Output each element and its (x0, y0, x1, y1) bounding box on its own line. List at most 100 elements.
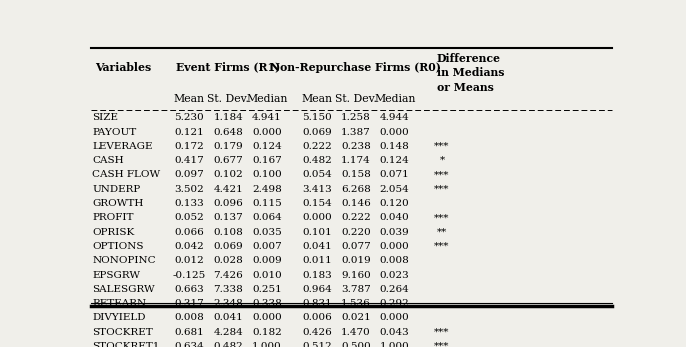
Text: Median: Median (374, 94, 415, 104)
Text: 4.284: 4.284 (213, 328, 243, 337)
Text: 0.077: 0.077 (341, 242, 370, 251)
Text: 0.183: 0.183 (302, 271, 332, 280)
Text: Mean: Mean (174, 94, 205, 104)
Text: UNDERP: UNDERP (92, 185, 141, 194)
Text: ***: *** (434, 328, 449, 337)
Text: Variables: Variables (95, 61, 151, 73)
Text: 0.964: 0.964 (302, 285, 332, 294)
Text: 0.482: 0.482 (213, 342, 243, 347)
Text: NONOPINC: NONOPINC (92, 256, 156, 265)
Text: EPSGRW: EPSGRW (92, 271, 140, 280)
Text: LEVERAGE: LEVERAGE (92, 142, 152, 151)
Text: 1.174: 1.174 (341, 156, 370, 165)
Text: 0.101: 0.101 (302, 228, 332, 237)
Text: 0.041: 0.041 (302, 242, 332, 251)
Text: **: ** (437, 228, 447, 237)
Text: 0.831: 0.831 (302, 299, 332, 308)
Text: 0.007: 0.007 (252, 242, 282, 251)
Text: 0.041: 0.041 (213, 313, 243, 322)
Text: 2.054: 2.054 (380, 185, 410, 194)
Text: 0.121: 0.121 (174, 128, 204, 137)
Text: SALESGRW: SALESGRW (92, 285, 155, 294)
Text: 0.167: 0.167 (252, 156, 282, 165)
Text: 7.338: 7.338 (213, 285, 243, 294)
Text: 3.413: 3.413 (302, 185, 332, 194)
Text: 0.035: 0.035 (252, 228, 282, 237)
Text: ***: *** (434, 185, 449, 194)
Text: 0.500: 0.500 (341, 342, 370, 347)
Text: 0.012: 0.012 (174, 256, 204, 265)
Text: 3.787: 3.787 (341, 285, 370, 294)
Text: DIVYIELD: DIVYIELD (92, 313, 145, 322)
Text: 0.071: 0.071 (380, 170, 410, 179)
Text: CASH: CASH (92, 156, 123, 165)
Text: 0.096: 0.096 (213, 199, 243, 208)
Text: 0.251: 0.251 (252, 285, 282, 294)
Text: 0.182: 0.182 (252, 328, 282, 337)
Text: 0.000: 0.000 (302, 213, 332, 222)
Text: 0.634: 0.634 (174, 342, 204, 347)
Text: 0.028: 0.028 (213, 256, 243, 265)
Text: 0.222: 0.222 (341, 213, 370, 222)
Text: 1.536: 1.536 (341, 299, 370, 308)
Text: GROWTH: GROWTH (92, 199, 143, 208)
Text: 0.172: 0.172 (174, 142, 204, 151)
Text: 0.097: 0.097 (174, 170, 204, 179)
Text: 0.426: 0.426 (302, 328, 332, 337)
Text: 0.482: 0.482 (302, 156, 332, 165)
Text: or Means: or Means (436, 82, 493, 93)
Text: 0.133: 0.133 (174, 199, 204, 208)
Text: 3.502: 3.502 (174, 185, 204, 194)
Text: 0.021: 0.021 (341, 313, 370, 322)
Text: 0.043: 0.043 (380, 328, 410, 337)
Text: 0.069: 0.069 (213, 242, 243, 251)
Text: 2.498: 2.498 (252, 185, 282, 194)
Text: 0.158: 0.158 (341, 170, 370, 179)
Text: 5.150: 5.150 (302, 113, 332, 122)
Text: RETEARN: RETEARN (92, 299, 146, 308)
Text: Median: Median (246, 94, 287, 104)
Text: 0.292: 0.292 (380, 299, 410, 308)
Text: OPTIONS: OPTIONS (92, 242, 143, 251)
Text: 0.000: 0.000 (252, 313, 282, 322)
Text: 0.040: 0.040 (380, 213, 410, 222)
Text: SIZE: SIZE (92, 113, 118, 122)
Text: 0.146: 0.146 (341, 199, 370, 208)
Text: ***: *** (434, 242, 449, 251)
Text: 0.008: 0.008 (174, 313, 204, 322)
Text: ***: *** (434, 342, 449, 347)
Text: 0.512: 0.512 (302, 342, 332, 347)
Text: 0.677: 0.677 (213, 156, 243, 165)
Text: 0.417: 0.417 (174, 156, 204, 165)
Text: 6.268: 6.268 (341, 185, 370, 194)
Text: 1.000: 1.000 (380, 342, 410, 347)
Text: 0.238: 0.238 (341, 142, 370, 151)
Text: 1.184: 1.184 (213, 113, 243, 122)
Text: 0.069: 0.069 (302, 128, 332, 137)
Text: ***: *** (434, 213, 449, 222)
Text: 0.264: 0.264 (380, 285, 410, 294)
Text: ***: *** (434, 170, 449, 179)
Text: 0.000: 0.000 (380, 128, 410, 137)
Text: 0.179: 0.179 (213, 142, 243, 151)
Text: 1.000: 1.000 (252, 342, 282, 347)
Text: 4.941: 4.941 (252, 113, 282, 122)
Text: 0.042: 0.042 (174, 242, 204, 251)
Text: St. Dev.: St. Dev. (335, 94, 377, 104)
Text: 0.054: 0.054 (302, 170, 332, 179)
Text: 0.681: 0.681 (174, 328, 204, 337)
Text: 0.124: 0.124 (380, 156, 410, 165)
Text: 1.387: 1.387 (341, 128, 370, 137)
Text: 0.220: 0.220 (341, 228, 370, 237)
Text: 0.000: 0.000 (380, 313, 410, 322)
Text: 2.348: 2.348 (213, 299, 243, 308)
Text: 0.663: 0.663 (174, 285, 204, 294)
Text: Mean: Mean (302, 94, 333, 104)
Text: PAYOUT: PAYOUT (92, 128, 137, 137)
Text: 0.008: 0.008 (380, 256, 410, 265)
Text: 0.317: 0.317 (174, 299, 204, 308)
Text: -0.125: -0.125 (173, 271, 206, 280)
Text: 0.064: 0.064 (252, 213, 282, 222)
Text: 0.000: 0.000 (380, 242, 410, 251)
Text: 4.421: 4.421 (213, 185, 243, 194)
